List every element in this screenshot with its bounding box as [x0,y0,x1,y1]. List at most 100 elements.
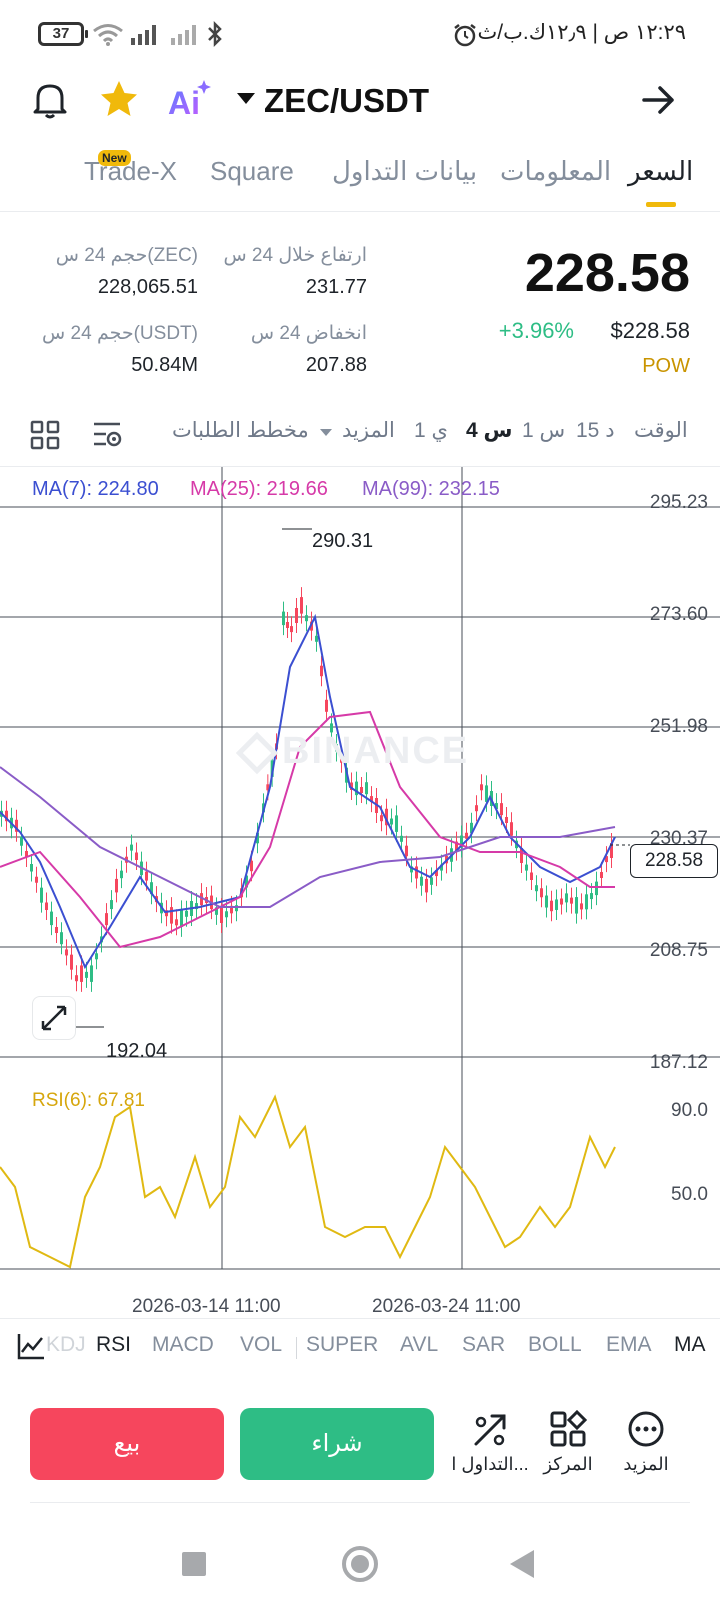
candle [415,866,418,879]
tab-price[interactable]: السعر [628,156,694,186]
candle [175,919,178,926]
status-bar: 37 ١٢:٢٩ ص | ١٢٫٩ك.ب/ث [0,0,720,70]
candle [395,815,398,832]
recent-apps-icon[interactable] [182,1552,206,1576]
candle [65,949,68,956]
more-label: المزيد [623,1454,669,1474]
indicator-kdj[interactable]: KDJ [46,1333,86,1356]
candlestick-chart[interactable] [0,467,720,1297]
candle [40,887,43,903]
candle [130,844,133,851]
candle [405,845,408,857]
trading-bot-action[interactable]: التداول ا... [451,1410,529,1482]
candle [420,876,423,886]
bell-icon[interactable] [30,80,70,120]
price-change: +3.96% [498,318,574,343]
candle [195,903,198,910]
candle [485,785,488,802]
tab-info[interactable]: المعلومات [500,156,612,186]
system-nav-bar [0,1520,720,1600]
price-axis-label: 230.37 [649,828,708,849]
candle [365,782,368,795]
price-axis-label: 187.12 [649,1052,708,1073]
candle [245,875,248,888]
candle [570,897,573,904]
alarm-icon [454,24,476,47]
candle [510,822,513,836]
indicator-macd[interactable]: MACD [152,1333,214,1356]
favorite-star-icon[interactable] [98,78,140,120]
indicator-avl[interactable]: AVL [400,1333,439,1356]
arrow-right-icon[interactable] [640,82,676,118]
candle [135,852,138,860]
indicator-ma[interactable]: MA [674,1333,706,1356]
candle [286,622,289,628]
grid-layout-icon[interactable] [30,420,60,450]
chart-settings-icon[interactable] [92,420,124,450]
candle [70,954,73,970]
expand-chart-button[interactable] [32,996,76,1040]
candle [535,885,538,892]
candle [325,699,328,712]
position-icon [550,1409,588,1447]
depth-chart-tab[interactable]: مخطط الطلبات [172,419,309,442]
ma99-legend: MA(99): 232.15 [362,478,500,500]
pow-tag[interactable]: POW [642,355,690,377]
candle [185,910,188,917]
indicator-super[interactable]: SUPER [306,1333,379,1356]
candle [600,872,603,878]
bluetooth-icon [208,20,222,48]
indicator-ema[interactable]: EMA [606,1333,652,1356]
position-action[interactable]: المركز [530,1409,606,1482]
candle [315,635,318,642]
rsi-line [0,1094,616,1269]
candle [520,848,523,863]
volume-quote-value: 50.84M [131,354,198,376]
chart-area[interactable] [0,466,720,1296]
more-action[interactable]: المزيد [608,1410,684,1482]
pair-title[interactable]: ZEC/USDT [264,82,429,119]
tab-trading-data[interactable]: بيانات التداول [332,156,478,186]
indicator-boll[interactable]: BOLL [528,1333,582,1356]
binance-watermark: BINANCE [235,730,469,775]
candle [165,910,168,917]
chevron-down-icon[interactable] [237,93,255,104]
buy-button[interactable]: شراء [240,1408,434,1480]
candle [555,899,558,910]
volume-base-value: 228,065.51 [97,276,198,298]
high-marker-label: 290.31 [312,530,374,552]
interval-time[interactable]: الوقت [634,419,688,442]
interval-1d[interactable]: 1 ي [414,419,448,442]
candle [115,878,118,893]
candle [390,818,393,825]
interval-15m[interactable]: 15 د [576,419,615,442]
interval-4h[interactable]: 4 س [466,419,513,442]
candle [540,888,543,898]
indicator-rsi[interactable]: RSI [96,1333,132,1356]
candle [350,782,353,790]
sell-button[interactable]: بيع [30,1408,224,1480]
rsi-axis-label: 90.0 [671,1100,708,1121]
indicator-sar[interactable]: SAR [462,1333,506,1356]
indicator-vol[interactable]: VOL [240,1333,283,1356]
trading-bot-icon [474,1414,506,1446]
interval-1h[interactable]: 1 س [522,419,566,442]
candle [55,927,58,933]
battery-indicator: 37 [38,22,88,46]
header: Ai ZEC/USDT [0,70,720,130]
candle [266,784,270,791]
candle [120,870,123,879]
interval-more[interactable]: المزيد [342,419,395,442]
tab-square[interactable]: Square [210,156,294,186]
home-icon[interactable] [342,1546,378,1582]
candle [45,902,48,910]
candle [305,615,308,622]
candle [385,808,388,826]
ai-label: Ai [168,85,200,121]
ai-assistant-icon[interactable]: Ai [166,78,212,122]
candle [295,608,298,623]
new-badge: New [98,150,131,166]
back-icon[interactable] [510,1550,534,1578]
candle [215,907,218,915]
indicator-chart-icon[interactable] [16,1331,46,1361]
